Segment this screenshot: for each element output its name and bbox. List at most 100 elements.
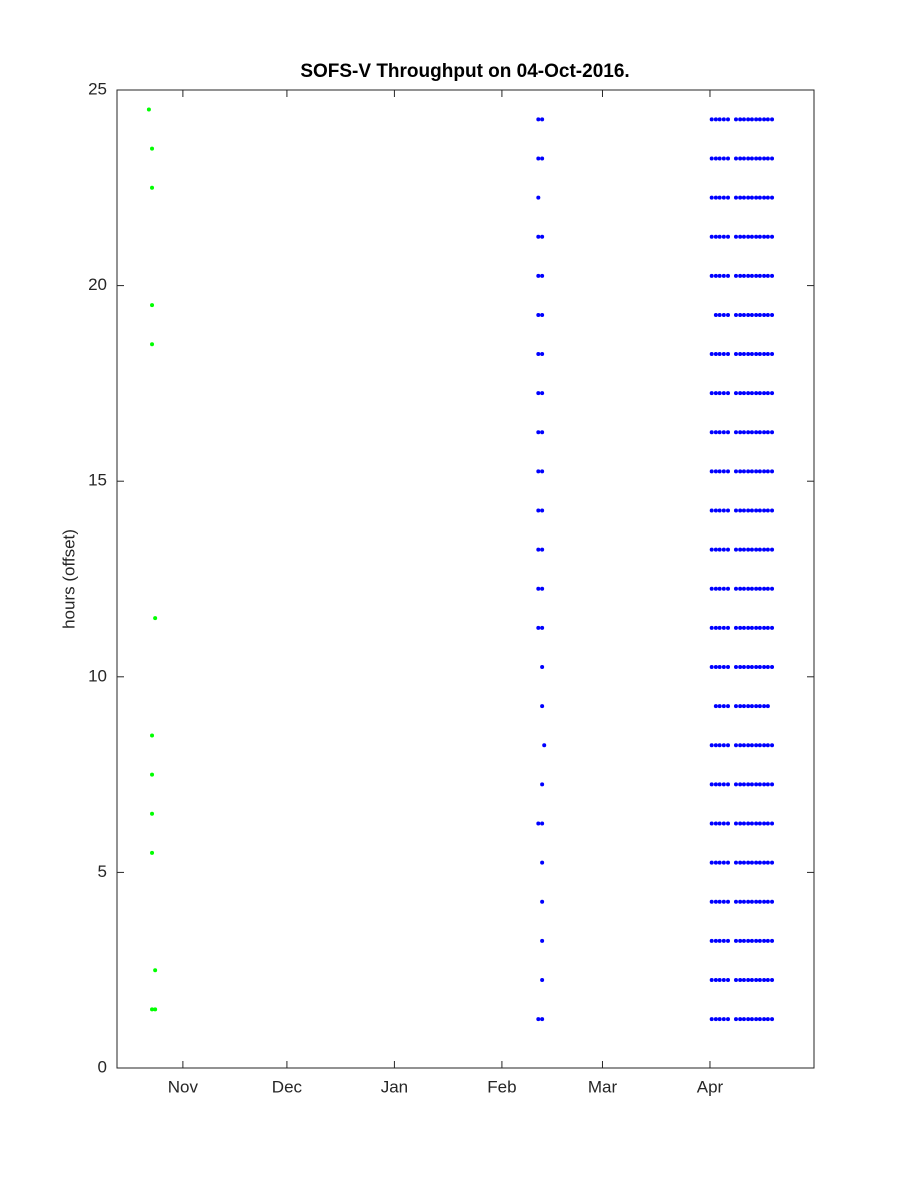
scatter-point <box>765 899 770 904</box>
scatter-point <box>757 665 762 670</box>
scatter-point <box>757 273 762 278</box>
scatter-point <box>713 156 718 161</box>
scatter-point <box>713 821 718 826</box>
scatter-point <box>738 156 743 161</box>
scatter-point <box>536 195 541 200</box>
scatter-point <box>709 586 714 591</box>
scatter-point <box>765 234 770 239</box>
scatter-point <box>721 391 726 396</box>
scatter-point <box>717 430 722 435</box>
scatter-point <box>749 977 754 982</box>
scatter-point <box>733 312 738 317</box>
scatter-point <box>741 508 746 513</box>
scatter-point <box>721 743 726 748</box>
scatter-point <box>741 547 746 552</box>
scatter-point <box>741 938 746 943</box>
scatter-point <box>733 156 738 161</box>
scatter-point <box>741 665 746 670</box>
scatter-point <box>721 312 726 317</box>
scatter-point <box>540 273 545 278</box>
scatter-point <box>746 117 751 122</box>
scatter-point <box>749 273 754 278</box>
scatter-point <box>721 547 726 552</box>
scatter-point <box>765 352 770 357</box>
scatter-point <box>150 850 155 855</box>
scatter-point <box>726 312 731 317</box>
scatter-point <box>770 117 775 122</box>
scatter-point <box>765 938 770 943</box>
scatter-point <box>717 860 722 865</box>
scatter-point <box>540 547 545 552</box>
scatter-point <box>721 899 726 904</box>
scatter-point <box>733 547 738 552</box>
scatter-point <box>770 352 775 357</box>
scatter-point <box>770 860 775 865</box>
scatter-point <box>709 938 714 943</box>
scatter-point <box>770 156 775 161</box>
scatter-point <box>153 616 158 621</box>
scatter-point <box>713 391 718 396</box>
scatter-point <box>765 430 770 435</box>
scatter-point <box>741 1017 746 1022</box>
scatter-point <box>713 547 718 552</box>
scatter-point <box>709 469 714 474</box>
scatter-point <box>762 586 767 591</box>
scatter-point <box>757 782 762 787</box>
scatter-point <box>762 782 767 787</box>
scatter-point <box>741 156 746 161</box>
scatter-point <box>754 860 759 865</box>
scatter-point <box>765 821 770 826</box>
scatter-point <box>746 508 751 513</box>
scatter-point <box>738 391 743 396</box>
scatter-point <box>726 899 731 904</box>
scatter-point <box>733 469 738 474</box>
scatter-point <box>754 508 759 513</box>
y-axis-label: hours (offset) <box>59 529 78 629</box>
scatter-point <box>738 625 743 630</box>
scatter-point <box>709 430 714 435</box>
scatter-point <box>726 938 731 943</box>
scatter-point <box>746 430 751 435</box>
scatter-point <box>713 704 718 709</box>
scatter-point <box>540 234 545 239</box>
scatter-point <box>762 195 767 200</box>
x-tick-label: Feb <box>487 1077 516 1096</box>
scatter-point <box>721 195 726 200</box>
scatter-point <box>733 391 738 396</box>
scatter-point <box>757 234 762 239</box>
scatter-point <box>762 665 767 670</box>
scatter-point <box>540 430 545 435</box>
scatter-point <box>717 508 722 513</box>
scatter-point <box>540 625 545 630</box>
x-tick-label: Nov <box>168 1077 199 1096</box>
scatter-point <box>721 625 726 630</box>
y-tick-label: 5 <box>98 862 107 881</box>
scatter-point <box>542 743 547 748</box>
scatter-point <box>749 469 754 474</box>
scatter-point <box>765 273 770 278</box>
scatter-point <box>741 625 746 630</box>
scatter-point <box>757 312 762 317</box>
scatter-point <box>754 743 759 748</box>
scatter-point <box>717 234 722 239</box>
scatter-point <box>717 977 722 982</box>
scatter-point <box>717 195 722 200</box>
axes-box <box>116 89 815 1069</box>
scatter-point <box>746 312 751 317</box>
scatter-point <box>746 860 751 865</box>
scatter-point <box>770 547 775 552</box>
scatter-point <box>146 107 151 112</box>
scatter-point <box>713 312 718 317</box>
scatter-point <box>721 1017 726 1022</box>
scatter-point <box>749 156 754 161</box>
scatter-point <box>746 547 751 552</box>
scatter-point <box>713 352 718 357</box>
scatter-point <box>713 273 718 278</box>
scatter-point <box>153 1007 158 1012</box>
x-tick-label: Mar <box>588 1077 618 1096</box>
scatter-point <box>762 743 767 748</box>
scatter-point <box>726 782 731 787</box>
scatter-point <box>726 1017 731 1022</box>
scatter-point <box>741 391 746 396</box>
scatter-point <box>540 704 545 709</box>
